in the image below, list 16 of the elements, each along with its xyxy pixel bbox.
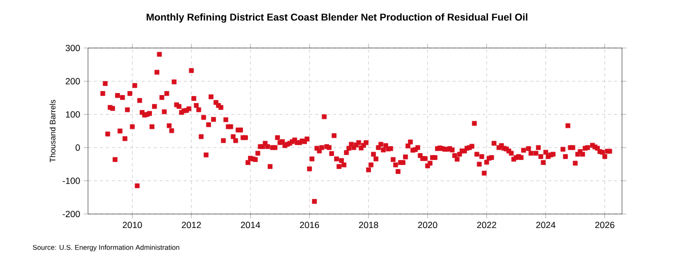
x-tick-label: 2012 xyxy=(182,222,201,228)
y-tick-label: -100 xyxy=(62,178,80,184)
x-tick-label: 2026 xyxy=(595,222,614,228)
x-tick-label: 2020 xyxy=(418,222,438,228)
x-tick-label: 2024 xyxy=(536,222,556,228)
x-tick-label: 2018 xyxy=(359,222,378,228)
x-tick-label: 2014 xyxy=(240,222,260,228)
y-tick-label: -200 xyxy=(62,210,80,218)
x-tick-label: 2010 xyxy=(122,222,142,228)
x-tick-label: 2022 xyxy=(477,222,496,228)
y-tick-label: 100 xyxy=(66,111,80,118)
y-tick-label: 300 xyxy=(66,44,80,52)
y-tick-label: 0 xyxy=(76,144,80,151)
y-tick-label: 200 xyxy=(66,78,80,84)
x-tick-label: 2016 xyxy=(300,222,320,228)
chart-title: Monthly Refining District East Coast Blender Net Production of Residual Fuel Oil xyxy=(146,13,528,23)
